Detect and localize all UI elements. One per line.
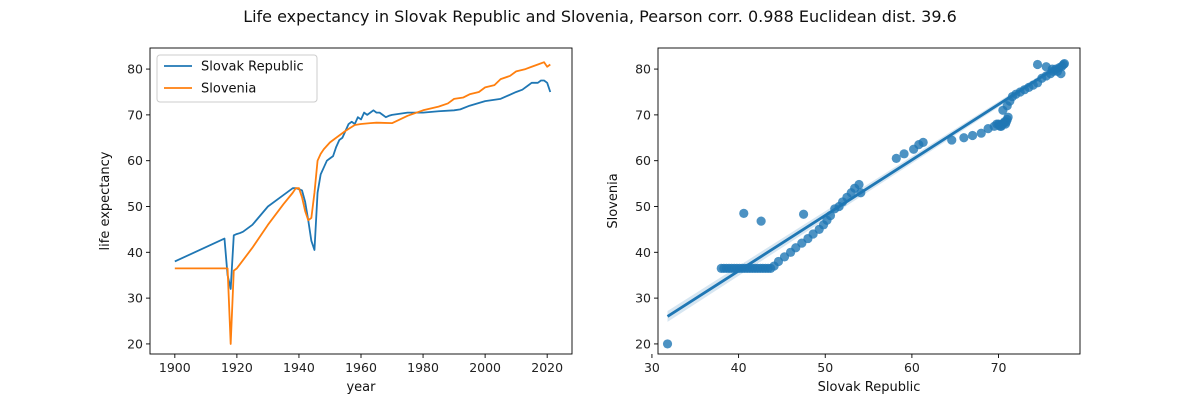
series-line-1 — [174, 79, 552, 290]
scatter-chart-y-tick-label: 80 — [635, 62, 651, 77]
scatter-chart-y-tick-label: 60 — [635, 153, 651, 168]
line-chart-x-tick-label: 1920 — [221, 360, 253, 375]
regression-line — [666, 61, 1066, 318]
scatter-point — [976, 128, 986, 138]
scatter-point — [662, 339, 673, 349]
line-chart-y-tick-label: 50 — [127, 199, 143, 214]
line-chart-y-tick-label: 20 — [127, 336, 143, 351]
scatter-chart-x-axis-label: Slovak Republic — [818, 380, 921, 395]
scatter-point — [891, 153, 901, 163]
scatter-point — [739, 208, 749, 218]
line-chart-y-tick-label: 40 — [127, 245, 143, 260]
line-chart-x-tick-label: 1960 — [345, 360, 377, 375]
scatter-point — [918, 137, 928, 147]
scatter-point — [967, 130, 978, 141]
scatter-point — [947, 135, 957, 145]
scatter-chart-y-tick-label: 50 — [635, 199, 651, 214]
figure-title: Life expectancy in Slovak Republic and S… — [243, 7, 957, 26]
scatter-chart-x-tick-label: 30 — [644, 360, 660, 375]
scatter-chart-panel: 30 40 50 60 70 20 30 40 50 60 70 80 Slovak Republic S… — [606, 47, 1081, 395]
scatter-point — [959, 133, 969, 143]
scatter-chart-y-tick-label: 20 — [635, 336, 651, 351]
line-chart-x-tick-label: 1980 — [407, 360, 439, 375]
legend-label-2: Slovenia — [201, 82, 256, 97]
legend: Slovak Republic Slovenia — [156, 54, 318, 103]
series-line-2 — [174, 61, 551, 345]
line-chart-panel: 1900 1920 1940 1960 1980 2000 2020203040506070… — [98, 47, 573, 395]
line-chart-y-tick-label: 60 — [127, 153, 143, 168]
scatter-chart-x-tick-label: 40 — [731, 360, 747, 375]
line-chart-y-axis-label: life expectancy — [98, 151, 113, 250]
scatter-chart-x-tick-label: 50 — [817, 360, 833, 375]
line-chart-x-tick-label: 2020 — [531, 360, 563, 375]
scatter-chart-y-tick-label: 40 — [635, 245, 651, 260]
line-chart-x-tick-label: 1940 — [283, 360, 315, 375]
scatter-point — [854, 179, 864, 190]
scatter-points — [662, 58, 1069, 349]
scatter-point — [756, 216, 766, 226]
scatter-chart-y-axis-label: Slovenia — [606, 173, 621, 228]
line-chart-x-tick-label: 2000 — [469, 360, 501, 375]
scatter-point — [1056, 69, 1066, 79]
scatter-chart-x-tick-label: 70 — [991, 360, 1007, 375]
scatter-point — [899, 149, 909, 159]
legend-box — [156, 54, 318, 103]
scatter-point — [1003, 112, 1013, 122]
scatter-chart-x-tick-label: 60 — [904, 360, 920, 375]
line-chart-y-tick-label: 30 — [127, 291, 143, 306]
legend-label-1: Slovak Republic — [201, 60, 304, 75]
line-chart-x-tick-label: 1900 — [159, 360, 191, 375]
scatter-chart-y-tick-label: 70 — [635, 107, 651, 122]
scatter-chart-axes-frame — [657, 47, 1081, 355]
scatter-point — [1032, 59, 1043, 70]
line-chart-y-tick-label: 80 — [127, 62, 143, 77]
scatter-chart-y-tick-label: 30 — [635, 291, 651, 306]
scatter-point — [798, 209, 809, 219]
line-chart-x-axis-label: year — [346, 380, 376, 395]
line-chart-y-tick-label: 70 — [127, 107, 143, 122]
